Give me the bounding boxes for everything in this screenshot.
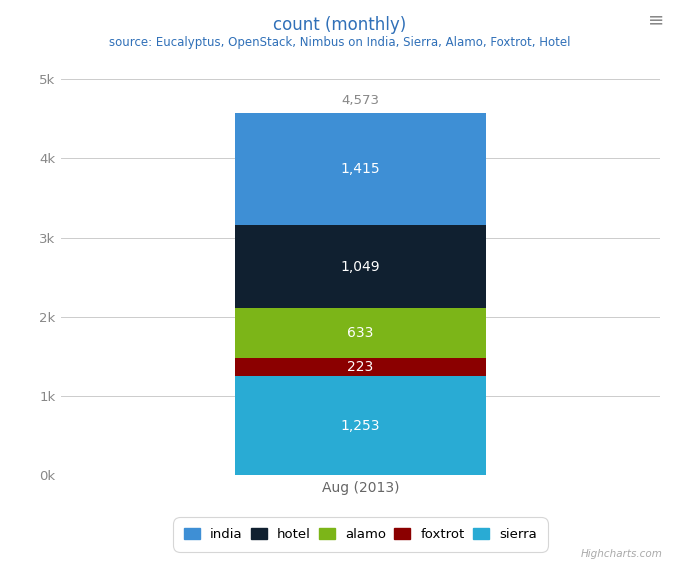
- Bar: [235, 225, 486, 308]
- Text: 633: 633: [347, 327, 373, 340]
- Text: source: Eucalyptus, OpenStack, Nimbus on India, Sierra, Alamo, Foxtrot, Hotel: source: Eucalyptus, OpenStack, Nimbus on…: [109, 36, 571, 49]
- Text: count (monthly): count (monthly): [273, 16, 407, 35]
- Bar: [235, 308, 486, 358]
- Bar: [235, 358, 486, 376]
- Text: 4,573: 4,573: [341, 94, 379, 107]
- Text: 1,415: 1,415: [341, 162, 380, 176]
- Text: ≡: ≡: [648, 10, 664, 29]
- Text: 223: 223: [347, 361, 373, 374]
- Text: Highcharts.com: Highcharts.com: [581, 549, 663, 559]
- Text: 1,253: 1,253: [341, 419, 380, 433]
- Legend: india, hotel, alamo, foxtrot, sierra: india, hotel, alamo, foxtrot, sierra: [177, 521, 543, 548]
- Bar: [235, 376, 486, 475]
- Bar: [235, 113, 486, 225]
- Text: 1,049: 1,049: [341, 260, 380, 274]
